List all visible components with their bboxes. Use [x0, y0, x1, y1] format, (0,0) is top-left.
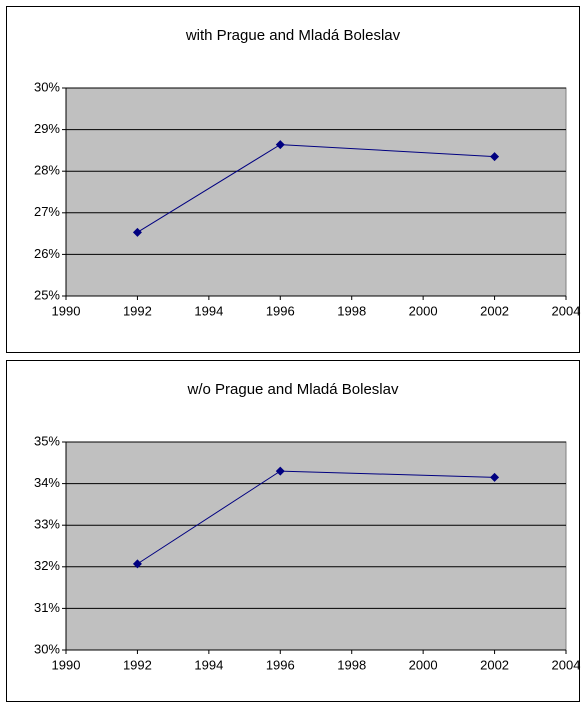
marker: [490, 152, 500, 162]
y-tick-label: 35%: [34, 433, 60, 448]
y-tick-label: 30%: [34, 79, 60, 94]
y-tick-label: 30%: [34, 641, 60, 656]
marker: [275, 466, 285, 476]
x-tick-label: 2000: [409, 303, 438, 318]
y-tick-label: 26%: [34, 246, 60, 261]
x-tick-label: 2002: [480, 303, 509, 318]
y-tick-label: 28%: [34, 163, 60, 178]
x-tick-label: 1992: [123, 303, 152, 318]
x-tick-label: 2004: [552, 657, 581, 672]
x-tick-label: 1990: [52, 657, 81, 672]
x-tick-label: 1996: [266, 303, 295, 318]
y-tick-label: 31%: [34, 600, 60, 615]
x-tick-label: 1994: [194, 303, 223, 318]
x-tick-label: 1994: [194, 657, 223, 672]
x-tick-label: 2002: [480, 657, 509, 672]
marker: [132, 227, 142, 237]
x-tick-label: 1996: [266, 657, 295, 672]
y-tick-label: 32%: [34, 558, 60, 573]
y-tick-label: 33%: [34, 517, 60, 532]
chart-title: with Prague and Mladá Boleslav: [185, 27, 401, 44]
chart-title: w/o Prague and Mladá Boleslav: [187, 381, 399, 398]
x-tick-label: 1990: [52, 303, 81, 318]
y-tick-label: 25%: [34, 287, 60, 302]
y-tick-label: 34%: [34, 475, 60, 490]
x-tick-label: 2000: [409, 657, 438, 672]
x-tick-label: 1998: [337, 303, 366, 318]
x-tick-label: 2004: [552, 303, 581, 318]
marker: [275, 140, 285, 150]
plot-area: [65, 87, 567, 297]
y-tick-label: 29%: [34, 121, 60, 136]
marker: [132, 559, 142, 569]
x-tick-label: 1992: [123, 657, 152, 672]
x-tick-label: 1998: [337, 657, 366, 672]
marker: [490, 472, 500, 482]
y-tick-label: 27%: [34, 204, 60, 219]
plot-area: [65, 441, 567, 651]
